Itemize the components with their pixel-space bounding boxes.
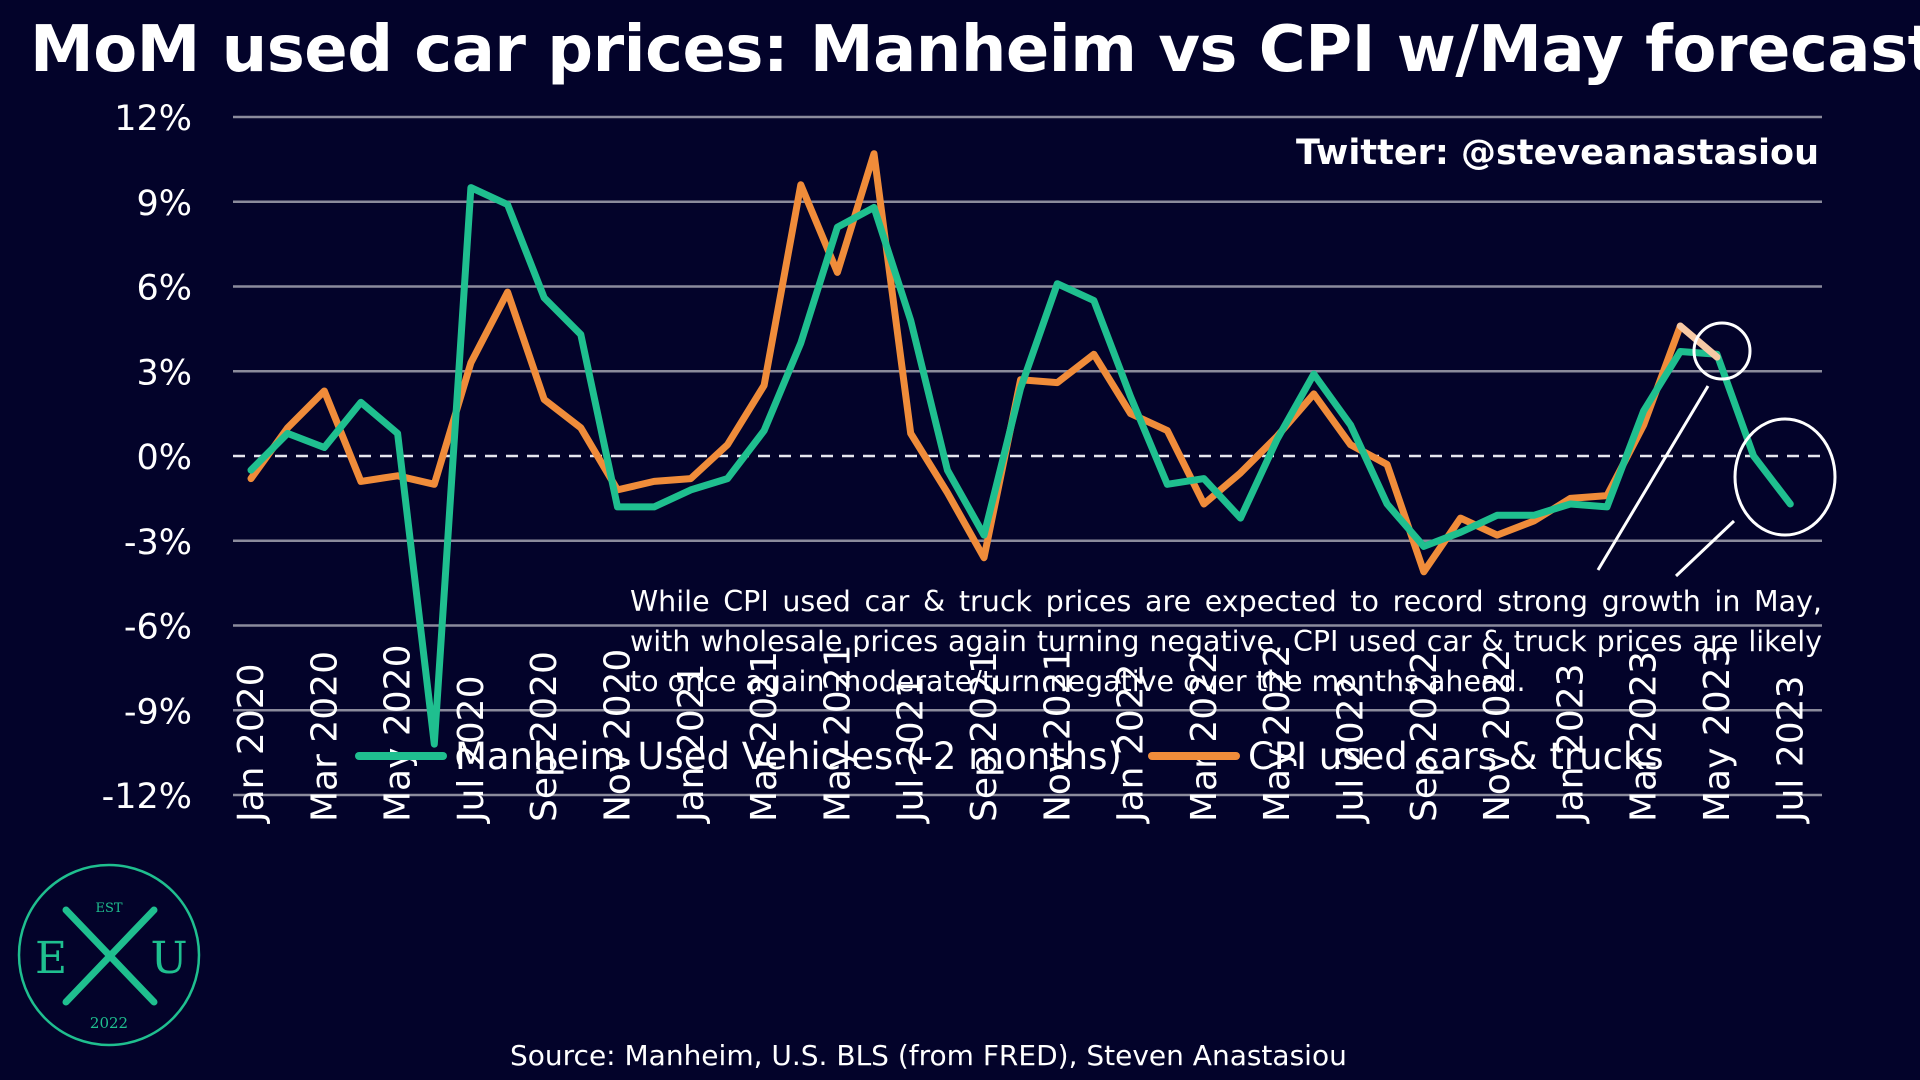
twitter-handle: Twitter: @steveanastasiou — [1296, 133, 1819, 173]
legend-swatch-cpi — [1147, 752, 1240, 760]
series-lines — [247, 150, 1794, 748]
y-tick-label: 0% — [136, 438, 192, 478]
x-tick-label: Nov 2022 — [1477, 649, 1518, 822]
x-tick-label: May 2021 — [817, 645, 858, 823]
x-tick-label: Jan 2021 — [671, 663, 712, 824]
logo-right-letter: U — [150, 933, 187, 984]
x-tick-label: Mar 2023 — [1624, 651, 1665, 822]
y-tick-label: 12% — [114, 99, 192, 139]
x-tick-label: Nov 2020 — [598, 649, 639, 822]
x-tick-label: Mar 2022 — [1184, 651, 1225, 822]
cpi-forecast-line — [1676, 322, 1721, 361]
x-tick-label: Mar 2020 — [304, 651, 345, 822]
x-tick-label: Jan 2020 — [231, 663, 272, 824]
y-tick-label: 3% — [136, 353, 192, 393]
outlook-highlight-ellipse — [1733, 417, 1837, 537]
legend-item-manheim: Manheim Used Vehicles (-2 months) — [355, 735, 1122, 778]
y-axis-ticks: 12% 9% 6% 3% 0% -3% -6% -9% -12% — [102, 99, 192, 817]
y-tick-label: 9% — [136, 184, 192, 224]
x-tick-label: Nov 2021 — [1037, 649, 1078, 822]
x-tick-label: Sep 2021 — [964, 651, 1005, 822]
legend-swatch-manheim — [355, 752, 447, 760]
source-note: Source: Manheim, U.S. BLS (from FRED), S… — [510, 1039, 1347, 1072]
cpi-line — [247, 150, 1684, 576]
x-tick-label: May 2020 — [378, 645, 419, 823]
chart-title: MoM used car prices: Manheim vs CPI w/Ma… — [30, 13, 1920, 87]
y-tick-label: -3% — [124, 523, 192, 563]
x-tick-label: May 2022 — [1257, 645, 1298, 823]
legend-label-manheim: Manheim Used Vehicles (-2 months) — [455, 734, 1122, 778]
x-tick-label: Sep 2020 — [524, 651, 565, 822]
x-tick-label: Jan 2023 — [1550, 663, 1591, 824]
x-tick-label: Jul 2023 — [1770, 676, 1811, 825]
legend-item-cpi: CPI used cars & trucks — [1147, 734, 1664, 778]
callouts — [1596, 321, 1837, 578]
x-tick-label: Jan 2022 — [1111, 663, 1152, 824]
forecast-pointer-line — [1596, 385, 1710, 571]
outlook-pointer-line — [1674, 519, 1736, 578]
x-tick-label: May 2023 — [1697, 645, 1738, 823]
legend-label-cpi: CPI used cars & trucks — [1247, 734, 1664, 778]
y-tick-label: -9% — [124, 692, 192, 732]
x-tick-label: Jul 2020 — [451, 676, 492, 825]
x-tick-label: Mar 2021 — [744, 651, 785, 822]
y-tick-label: -12% — [102, 777, 192, 817]
x-tick-label: Sep 2022 — [1404, 651, 1445, 822]
logo-bottom-text: 2022 — [90, 1014, 128, 1032]
y-tick-label: -6% — [124, 608, 192, 648]
x-tick-label: Jul 2022 — [1331, 676, 1372, 825]
logo-top-text: EST — [95, 901, 122, 916]
y-tick-label: 6% — [136, 269, 192, 309]
forecast-highlight-circle — [1692, 321, 1752, 381]
manheim-line — [247, 184, 1794, 748]
legend: Manheim Used Vehicles (-2 months) CPI us… — [355, 728, 1690, 784]
exu-logo: EST E U 2022 — [17, 863, 201, 1047]
logo-left-letter: E — [35, 933, 67, 984]
x-tick-label: Jul 2021 — [891, 676, 932, 824]
x-axis-ticks: Jan 2020 Mar 2020 May 2020 Jul 2020 Sep 2020… — [231, 645, 1811, 825]
logo-cross-b — [62, 906, 158, 1006]
annotation-text: While CPI used car & truck prices are ex… — [630, 585, 1822, 698]
